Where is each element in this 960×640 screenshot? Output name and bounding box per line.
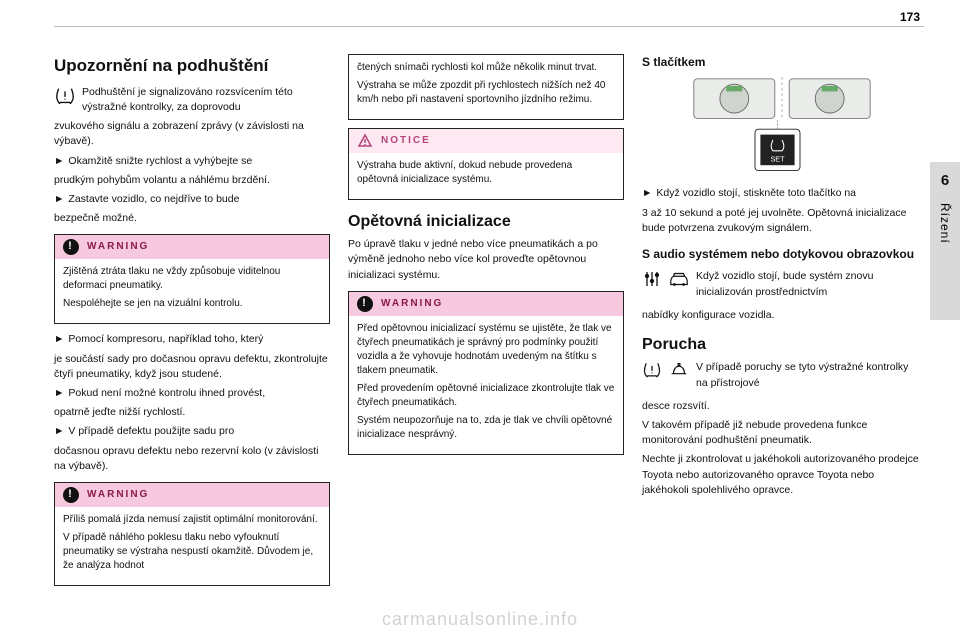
heading-button: S tlačítkem: [642, 54, 922, 71]
column-2: čtených snímači rychlosti kol může někol…: [348, 54, 624, 594]
bullet-5-cont: dočasnou opravu defektu nebo rezervní ko…: [54, 444, 330, 474]
warning-box-2: ! WARNING Příliš pomalá jízda nemusí zaj…: [54, 482, 330, 586]
reinit-para: Po úpravě tlaku v jedné nebo více pneuma…: [348, 237, 624, 283]
chapter-label: Řízení: [938, 203, 952, 244]
warning-3-line-2: Před provedením opětovné inicializace zk…: [357, 382, 615, 410]
warning-box-3: ! WARNING Před opětovnou inicializací sy…: [348, 291, 624, 455]
warning-label: WARNING: [381, 297, 443, 312]
bullet-arrow: ►: [54, 192, 64, 211]
cont-line-1: čtených snímači rychlosti kol může někol…: [357, 61, 615, 75]
fault-p1: V takovém případě již nebude provedena f…: [642, 418, 922, 448]
service-icon: [668, 360, 690, 380]
warning-1-line-1: Zjištěná ztráta tlaku ne vždy způsobuje …: [63, 265, 321, 293]
side-tab: 6 Řízení: [930, 162, 960, 320]
warning-1-line-2: Nespoléhejte se jen na vizuální kontrolu…: [63, 297, 321, 311]
intro-cont: zvukového signálu a zobrazení zprávy (v …: [54, 119, 330, 149]
bullet-arrow: ►: [54, 386, 64, 405]
bullet-2: Zastavte vozidlo, co nejdříve to bude: [68, 192, 239, 207]
warning-triangle-icon: !: [357, 296, 373, 312]
fault-text: V případě poruchy se tyto výstražné kont…: [696, 360, 922, 390]
warning-label: WARNING: [87, 240, 149, 255]
warning-label: WARNING: [87, 488, 149, 503]
bullet-4-cont: opatrně jeďte nižší rychlostí.: [54, 405, 330, 420]
chapter-number: 6: [941, 172, 949, 189]
bullet-1: Okamžitě snižte rychlost a vyhýbejte se: [68, 154, 252, 169]
warning-header: ! WARNING: [349, 292, 623, 316]
tpms-icon: [54, 85, 76, 107]
warning-3-line-3: Systém neupozorňuje na to, zda je tlak v…: [357, 414, 615, 442]
bullet-2-cont: bezpečně možné.: [54, 211, 330, 226]
watermark: carmanualsonline.info: [382, 609, 578, 630]
bullet-5: V případě defektu použijte sadu pro: [68, 424, 234, 439]
equalizer-icon: [642, 269, 662, 289]
warning-triangle-icon: !: [63, 487, 79, 503]
bullet-3-cont: je součástí sady pro dočasnou opravu def…: [54, 352, 330, 382]
bullet-1-cont: prudkým pohybům volantu a náhlému brzděn…: [54, 173, 330, 188]
page-number: 173: [900, 10, 920, 24]
button-bullet-cont: 3 až 10 sekund a poté jej uvolněte. Opět…: [642, 206, 922, 236]
notice-header: NOTICE: [349, 129, 623, 153]
intro-text: Podhuštění je signalizováno rozsvícením …: [82, 85, 330, 115]
audio-text: Když vozidlo stojí, bude systém znovu in…: [696, 269, 922, 299]
bullet-arrow: ►: [54, 424, 64, 443]
heading-underinflation: Upozornění na podhuštění: [54, 54, 330, 79]
bullet-4: Pokud není možné kontrolu ihned provést,: [68, 386, 265, 401]
svg-text:SET: SET: [771, 155, 786, 164]
tpms-icon: [642, 360, 662, 380]
bullet-arrow: ►: [642, 186, 652, 205]
warning-header: ! WARNING: [55, 483, 329, 507]
notice-label: NOTICE: [381, 134, 431, 149]
warning-header: ! WARNING: [55, 235, 329, 259]
warning-2-line-1: Příliš pomalá jízda nemusí zajistit opti…: [63, 513, 321, 527]
warning-box-1: ! WARNING Zjištěná ztráta tlaku ne vždy …: [54, 234, 330, 324]
heading-reinit: Opětovná inicializace: [348, 210, 624, 233]
warning-3-line-1: Před opětovnou inicializací systému se u…: [357, 322, 615, 378]
car-icon: [668, 269, 690, 289]
column-3: S tlačítkem SET ► Když vozidlo stojí, sti…: [642, 54, 922, 594]
top-rule: [54, 26, 924, 27]
button-bullet: Když vozidlo stojí, stiskněte toto tlačí…: [656, 186, 856, 201]
column-1: Upozornění na podhuštění Podhuštění je s…: [54, 54, 330, 594]
continuation-box: čtených snímači rychlosti kol může někol…: [348, 54, 624, 120]
bullet-arrow: ►: [54, 154, 64, 173]
warning-triangle-icon: !: [63, 239, 79, 255]
bullet-3: Pomocí kompresoru, například toho, který: [68, 332, 263, 347]
button-diagram: SET: [692, 77, 872, 176]
fault-p2: Nechte ji zkontrolovat u jakéhokoli auto…: [642, 452, 922, 498]
heading-audio: S audio systémem nebo dotykovou obrazovk…: [642, 246, 922, 263]
notice-body: Výstraha bude aktivní, dokud nebude prov…: [357, 159, 615, 187]
warning-2-line-2: V případě náhlého poklesu tlaku nebo vyf…: [63, 531, 321, 573]
notice-box: NOTICE Výstraha bude aktivní, dokud nebu…: [348, 128, 624, 200]
notice-triangle-icon: [357, 133, 373, 149]
bullet-arrow: ►: [54, 332, 64, 351]
heading-fault: Porucha: [642, 333, 922, 356]
audio-cont: nabídky konfigurace vozidla.: [642, 308, 922, 323]
fault-cont: desce rozsvítí.: [642, 399, 922, 414]
cont-line-2: Výstraha se může zpozdit při rychlostech…: [357, 79, 615, 107]
